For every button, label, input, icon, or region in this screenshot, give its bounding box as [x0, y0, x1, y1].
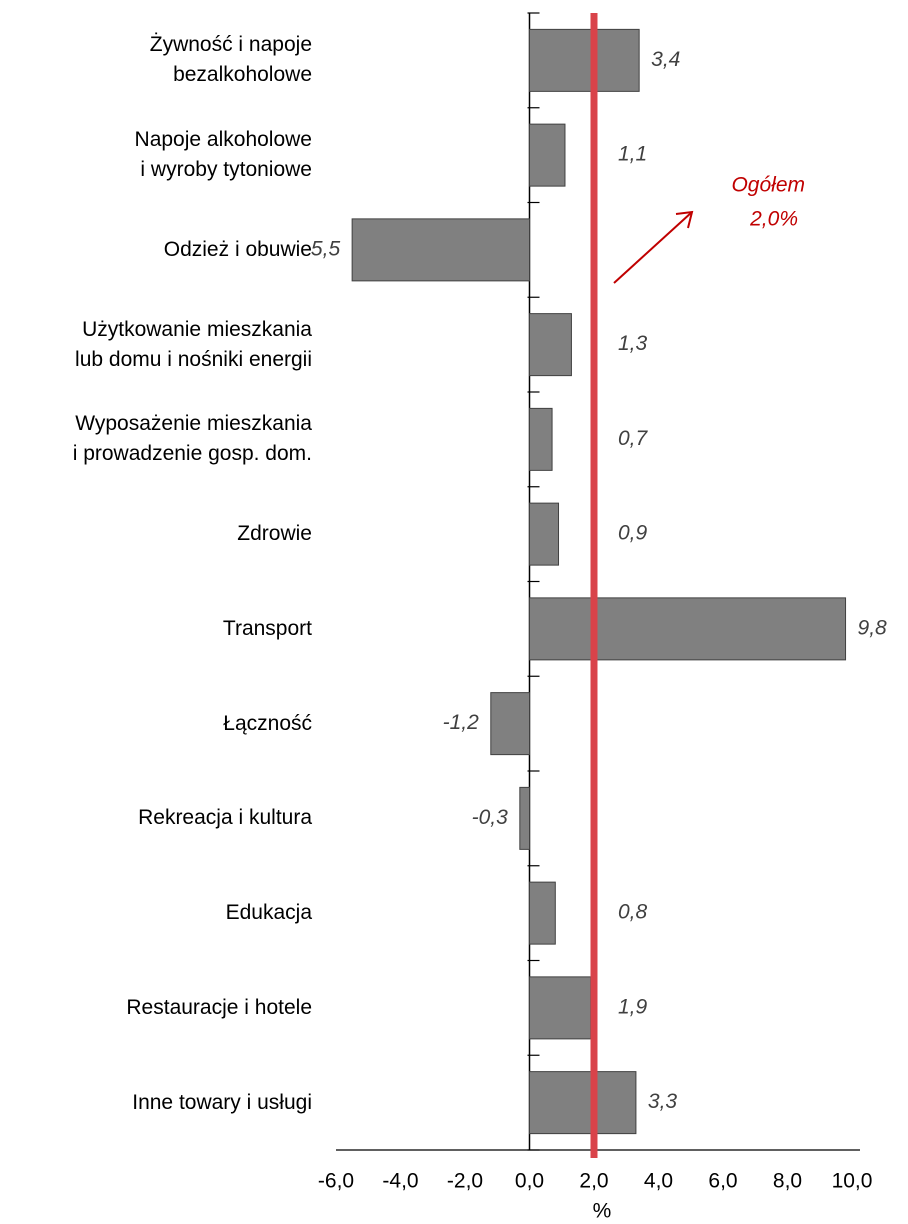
- category-label: Napoje alkoholowe i wyroby tytoniowe: [134, 128, 312, 182]
- category-label: Rekreacja i kultura: [138, 806, 312, 830]
- category-label: Odzież i obuwie: [163, 237, 312, 261]
- bar: [351, 218, 530, 282]
- reference-value-label: 2,0%: [749, 208, 798, 231]
- bar: [519, 786, 531, 850]
- category-label: Inne towary i usługi: [132, 1090, 312, 1114]
- category-label: Transport: [222, 616, 312, 640]
- x-tick-label: -2,0: [447, 1170, 483, 1193]
- reference-label: Ogółem: [731, 174, 805, 197]
- x-tick-label: 6,0: [708, 1170, 737, 1193]
- bar: [529, 28, 640, 92]
- category-label: Wyposażenie mieszkania i prowadzenie gos…: [72, 412, 312, 466]
- value-label: 1,3: [618, 332, 648, 355]
- category-label: Użytkowanie mieszkania lub domu i nośnik…: [75, 317, 312, 371]
- category-label: Łączność: [223, 711, 312, 735]
- value-label: 1,1: [618, 143, 647, 166]
- x-tick-label: -6,0: [318, 1170, 354, 1193]
- value-label: 3,3: [648, 1090, 678, 1113]
- value-label: 9,8: [858, 616, 888, 639]
- value-label: 0,7: [618, 427, 649, 450]
- bar: [529, 502, 560, 566]
- category-label: Restauracje i hotele: [126, 995, 312, 1019]
- value-label: 1,9: [618, 995, 648, 1018]
- value-label: 3,4: [651, 48, 680, 71]
- x-tick-label: 8,0: [773, 1170, 802, 1193]
- x-tick-label: 0,0: [515, 1170, 544, 1193]
- category-label: Żywność i napoje bezalkoholowe: [149, 33, 312, 87]
- annotation-arrow: [613, 211, 693, 284]
- bar: [529, 123, 566, 187]
- bar: [529, 976, 592, 1040]
- x-tick-label: 2,0: [579, 1170, 608, 1193]
- bar: [529, 881, 556, 945]
- x-axis-label: %: [593, 1200, 612, 1223]
- value-label: 0,8: [618, 901, 648, 924]
- x-tick-label: 4,0: [644, 1170, 673, 1193]
- value-label: -1,2: [443, 711, 480, 734]
- category-label: Edukacja: [225, 901, 312, 925]
- bar: [529, 597, 847, 661]
- bar: [529, 1071, 637, 1135]
- value-label: -5,5: [304, 237, 341, 260]
- bar: [529, 313, 572, 377]
- x-tick-label: 10,0: [832, 1170, 873, 1193]
- value-label: 0,9: [618, 522, 648, 545]
- x-tick-label: -4,0: [382, 1170, 418, 1193]
- value-label: -0,3: [472, 806, 509, 829]
- annotation-arrowhead: [675, 210, 694, 229]
- bar: [490, 692, 530, 756]
- bar: [529, 407, 553, 471]
- category-label: Zdrowie: [237, 522, 312, 546]
